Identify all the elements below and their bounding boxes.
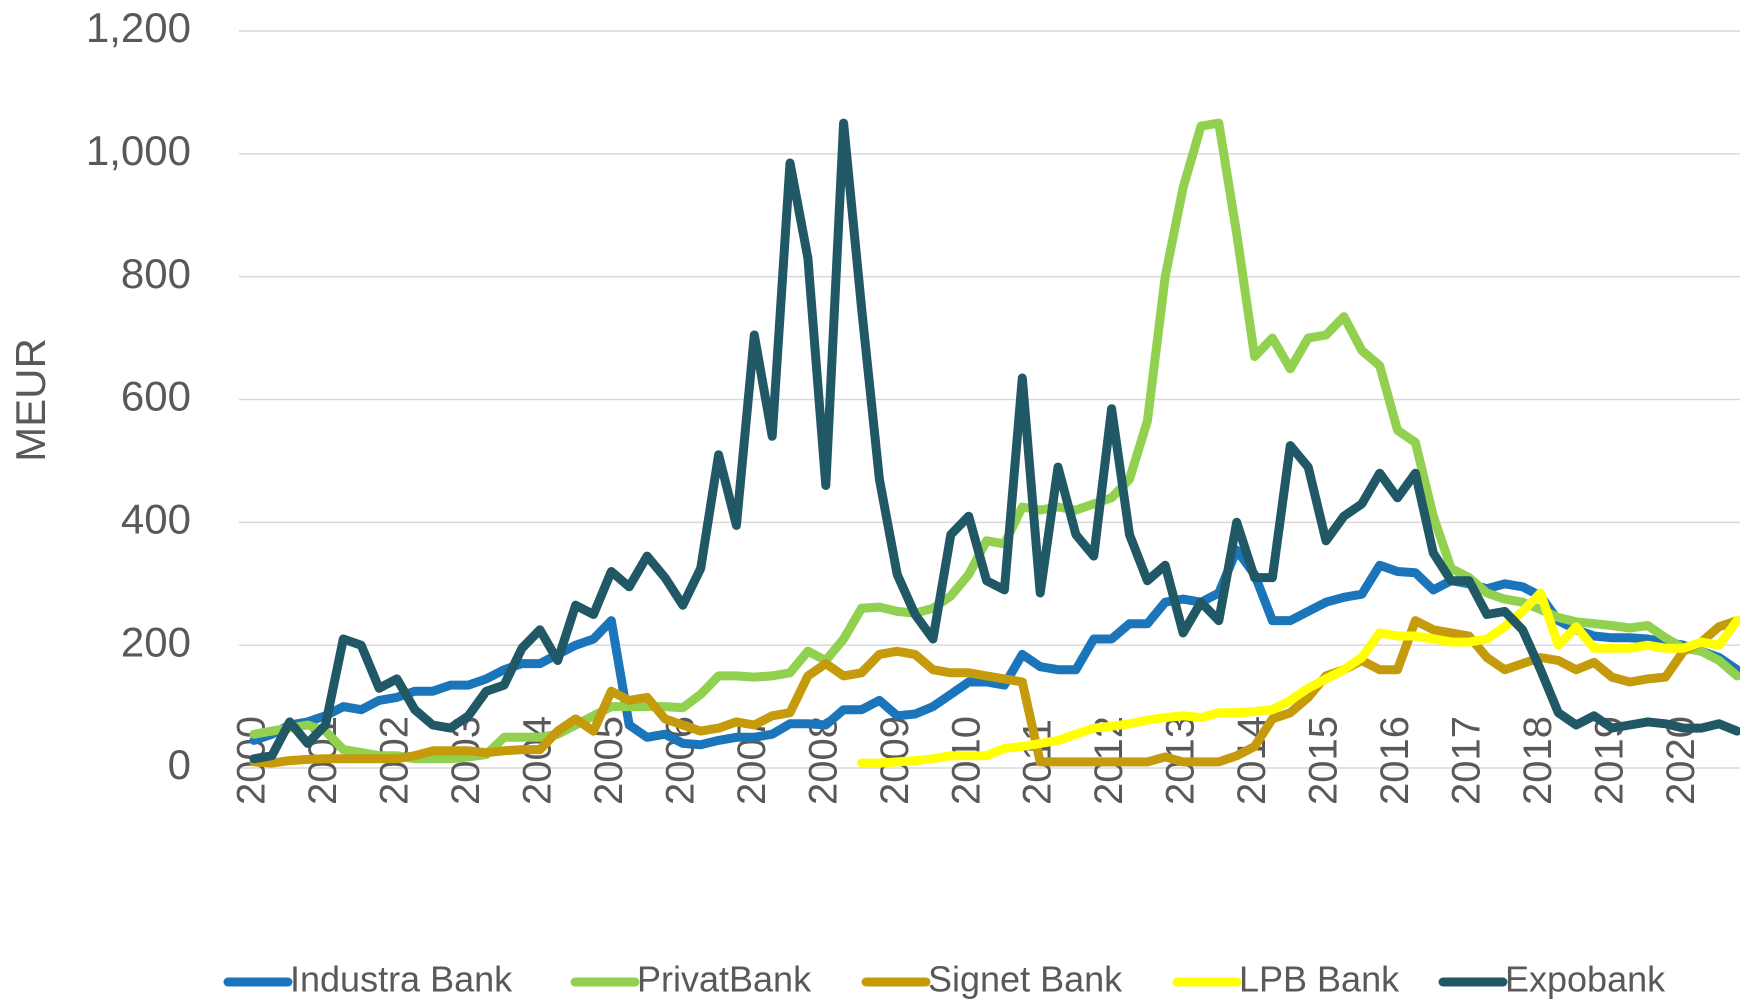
series-line [249,118,1740,764]
series-line [249,545,1740,750]
y-tick-label: 1,000 [86,127,191,174]
legend-label: Industra Bank [290,959,513,1000]
x-tick-label: 2007 [730,716,774,805]
legend-label: Expobank [1505,959,1666,1000]
x-tick-label: 2018 [1516,716,1560,805]
legend-label: Signet Bank [928,959,1123,1000]
y-tick-label: 0 [168,741,191,788]
y-tick-label: 400 [121,495,191,542]
series-line [857,588,1740,768]
x-tick-label: 2004 [515,716,559,805]
x-tick-label: 2008 [801,716,845,805]
x-tick-label: 2010 [944,716,988,805]
y-axis-title: MEUR [7,338,54,462]
x-tick-label: 2017 [1445,716,1489,805]
y-tick-label: 200 [121,618,191,665]
y-tick-label: 1,200 [86,4,191,51]
series-line [249,616,1740,768]
series-line [249,118,1740,764]
x-tick-label: 2015 [1302,716,1346,805]
legend-label: PrivatBank [637,959,812,1000]
y-tick-label: 600 [121,373,191,420]
legend-label: LPB Bank [1239,959,1400,1000]
x-tick-label: 2016 [1373,716,1417,805]
y-tick-label: 800 [121,250,191,297]
